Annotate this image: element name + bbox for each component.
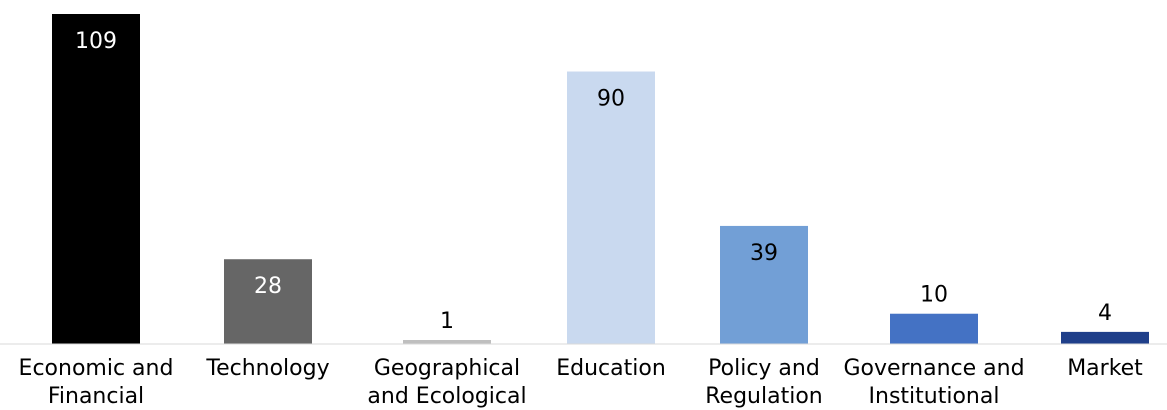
- bar-value-label-4: 39: [750, 241, 778, 266]
- category-label-3-line-0: Education: [556, 356, 666, 381]
- category-label-1-line-0: Technology: [205, 356, 329, 381]
- category-label-5-line-0: Governance and: [843, 356, 1024, 381]
- category-label-6-line-0: Market: [1067, 356, 1143, 381]
- bar-1: [224, 259, 312, 344]
- category-label-4-line-1: Regulation: [705, 384, 822, 409]
- bar-value-label-6: 4: [1098, 301, 1112, 326]
- bar-6: [1061, 331, 1149, 344]
- category-label-0-line-1: Financial: [48, 384, 144, 409]
- bars-group: [52, 14, 1149, 344]
- category-label-5-line-1: Institutional: [869, 384, 1000, 409]
- bar-value-label-5: 10: [920, 283, 948, 308]
- category-label-2-line-0: Geographical: [374, 356, 520, 381]
- category-label-4-line-0: Policy and: [708, 356, 820, 381]
- bar-value-label-1: 28: [254, 274, 282, 299]
- bar-2: [403, 340, 491, 344]
- value-labels-group: 109 28 1 90 39 10 4: [75, 29, 1112, 334]
- bar-value-label-0: 109: [75, 29, 117, 54]
- category-labels-group: Economic and Financial Technology Geographi…: [19, 356, 1144, 409]
- bar-3: [567, 71, 655, 344]
- bar-5: [890, 313, 978, 344]
- bar-value-label-2: 1: [440, 309, 454, 334]
- bar-4: [720, 225, 808, 344]
- bar-0: [52, 14, 140, 344]
- bar-value-label-3: 90: [597, 87, 625, 112]
- category-label-0-line-0: Economic and: [19, 356, 174, 381]
- category-label-2-line-1: and Ecological: [367, 384, 526, 409]
